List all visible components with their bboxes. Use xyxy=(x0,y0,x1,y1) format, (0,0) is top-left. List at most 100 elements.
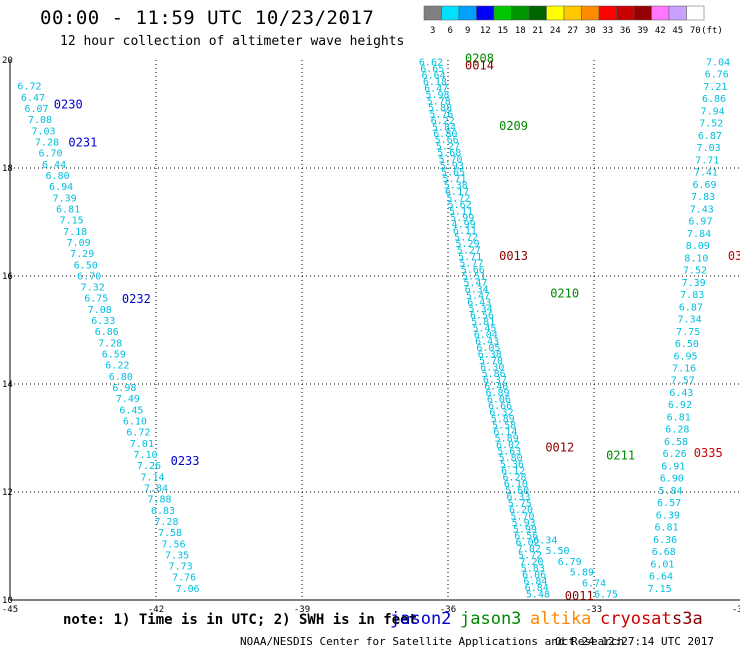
wave-height-label: 6.97 xyxy=(688,217,712,228)
wave-height-label: 5.38 xyxy=(444,181,468,192)
y-tick-label: 20 xyxy=(2,56,13,66)
wave-height-label: 7.03 xyxy=(31,126,55,137)
colorbar-label: 33 xyxy=(602,26,613,36)
wave-height-label: 7.88 xyxy=(147,495,171,506)
satellite-legend-item: jason3 xyxy=(460,609,522,629)
colorbar-label: 21 xyxy=(532,26,543,36)
wave-height-label: 5.63 xyxy=(497,447,521,458)
wave-height-label: 7.29 xyxy=(70,249,94,260)
wave-height-map: -45-42-39-36-33-302018161412106.726.476.… xyxy=(2,52,740,615)
colorbar-label: 27 xyxy=(567,26,578,36)
wave-height-label: 6.80 xyxy=(109,372,133,383)
wave-height-label: 6.37 xyxy=(483,375,507,386)
wave-height-label: 6.95 xyxy=(673,351,697,362)
wave-height-label: 6.06 xyxy=(487,395,511,406)
wave-height-label: 6.64 xyxy=(649,572,673,583)
x-tick-label: -45 xyxy=(2,605,18,615)
wave-height-label: 6.56 xyxy=(470,310,494,321)
x-tick-label: -30 xyxy=(732,605,740,615)
wave-height-label: 7.39 xyxy=(682,278,706,289)
footer-timestamp: Oct 24 12:27:14 UTC 2017 xyxy=(555,635,714,648)
wave-height-label: 5.29 xyxy=(455,239,479,250)
wave-height-label: 5.89 xyxy=(570,568,594,579)
wave-height-label: 6.18 xyxy=(423,77,447,88)
y-tick-label: 18 xyxy=(2,164,13,174)
pass-time-label: 0231 xyxy=(68,135,97,149)
wave-height-label: 6.10 xyxy=(123,417,147,428)
wave-height-label: 7.39 xyxy=(53,193,77,204)
wave-height-label: 5.36 xyxy=(500,460,524,471)
wave-height-label: 6.72 xyxy=(17,82,41,93)
x-tick-label: -42 xyxy=(148,605,164,615)
color-legend-bar: 3 6 9 12 15 18 21 24 27 30 33 36 39 42 45 70 (ft) xyxy=(423,5,723,36)
wave-height-label: 5.72 xyxy=(518,550,542,561)
wave-height-label: 6.12 xyxy=(501,466,525,477)
wave-height-label: 6.87 xyxy=(698,131,722,142)
wave-height-label: 7.04 xyxy=(706,57,730,68)
wave-height-label: 6.14 xyxy=(493,427,517,438)
wave-height-label: 6.04 xyxy=(474,330,498,341)
wave-height-label: 7.26 xyxy=(137,461,161,472)
wave-height-label: 6.38 xyxy=(478,349,502,360)
satellite-legend-item: jason2 xyxy=(390,609,452,629)
y-tick-label: 12 xyxy=(2,488,13,498)
wave-height-label: 6.58 xyxy=(664,437,688,448)
y-tick-label: 14 xyxy=(2,380,13,390)
wave-height-label: 6.33 xyxy=(506,492,530,503)
colorbar-swatch xyxy=(686,5,705,21)
wave-height-label: 6.22 xyxy=(431,116,455,127)
wave-height-label: 8.09 xyxy=(686,241,710,252)
wave-height-label: 5.83 xyxy=(521,563,545,574)
x-tick-label: -33 xyxy=(586,605,602,615)
wave-height-label: 7.76 xyxy=(172,573,196,584)
satellite-legend-item: cryosat xyxy=(600,609,672,629)
wave-height-label: 6.70 xyxy=(39,149,63,160)
wave-height-label: 7.84 xyxy=(687,229,711,240)
page-subtitle: 12 hour collection of altimeter wave hei… xyxy=(60,34,405,49)
pass-time-label: 0012 xyxy=(545,441,574,455)
colorbar-label: 39 xyxy=(637,26,648,36)
x-tick-label: -36 xyxy=(440,605,456,615)
wave-height-label: 5.99 xyxy=(513,524,537,535)
satellite-legend-item: s3a xyxy=(672,609,703,629)
wave-height-label: 5.84 xyxy=(659,486,683,497)
colorbar-label: 36 xyxy=(620,26,631,36)
wave-height-label: 7.75 xyxy=(676,327,700,338)
colorbar-label: 45 xyxy=(672,26,683,36)
wave-height-label: 5.27 xyxy=(436,142,460,153)
pass-time-label: 0232 xyxy=(122,292,151,306)
wave-height-label: 7.52 xyxy=(683,266,707,277)
colorbar-label: 18 xyxy=(515,26,526,36)
wave-height-label: 5.93 xyxy=(440,161,464,172)
y-tick-label: 16 xyxy=(2,272,13,282)
wave-height-label: 5.86 xyxy=(482,369,506,380)
wave-height-label: 6.34 xyxy=(465,284,489,295)
wave-height-label: 5.80 xyxy=(499,453,523,464)
wave-height-label: 7.49 xyxy=(116,394,140,405)
pass-time-label: 0233 xyxy=(171,454,200,468)
wave-height-label: 6.28 xyxy=(665,425,689,436)
pass-time-label: 0013 xyxy=(499,249,528,263)
wave-height-label: 6.91 xyxy=(661,461,685,472)
wave-height-label: 6.44 xyxy=(42,160,66,171)
colorbar-label: 24 xyxy=(550,26,561,36)
wave-height-label: 6.81 xyxy=(667,412,691,423)
wave-height-label: 6.84 xyxy=(525,583,549,594)
wave-height-label: 6.57 xyxy=(657,498,681,509)
wave-height-label: 6.66 xyxy=(488,401,512,412)
pass-time-label: 0209 xyxy=(499,119,528,133)
colorbar-label: 42 xyxy=(655,26,666,36)
wave-height-label: 6.80 xyxy=(46,171,70,182)
wave-height-label: 7.20 xyxy=(519,557,543,568)
wave-height-label: 6.89 xyxy=(486,388,510,399)
wave-height-label: 7.84 xyxy=(144,483,168,494)
wave-height-label: 6.43 xyxy=(669,388,693,399)
wave-height-label: 6.81 xyxy=(654,523,678,534)
x-tick-label: -39 xyxy=(294,605,310,615)
wave-height-label: 5.66 xyxy=(461,265,485,276)
wave-height-label: 7.03 xyxy=(697,143,721,154)
wave-height-label: 7.41 xyxy=(694,168,718,179)
wave-height-label: 6.69 xyxy=(692,180,716,191)
wave-height-label: 6.45 xyxy=(119,405,143,416)
wave-height-label: 5.51 xyxy=(462,271,486,282)
